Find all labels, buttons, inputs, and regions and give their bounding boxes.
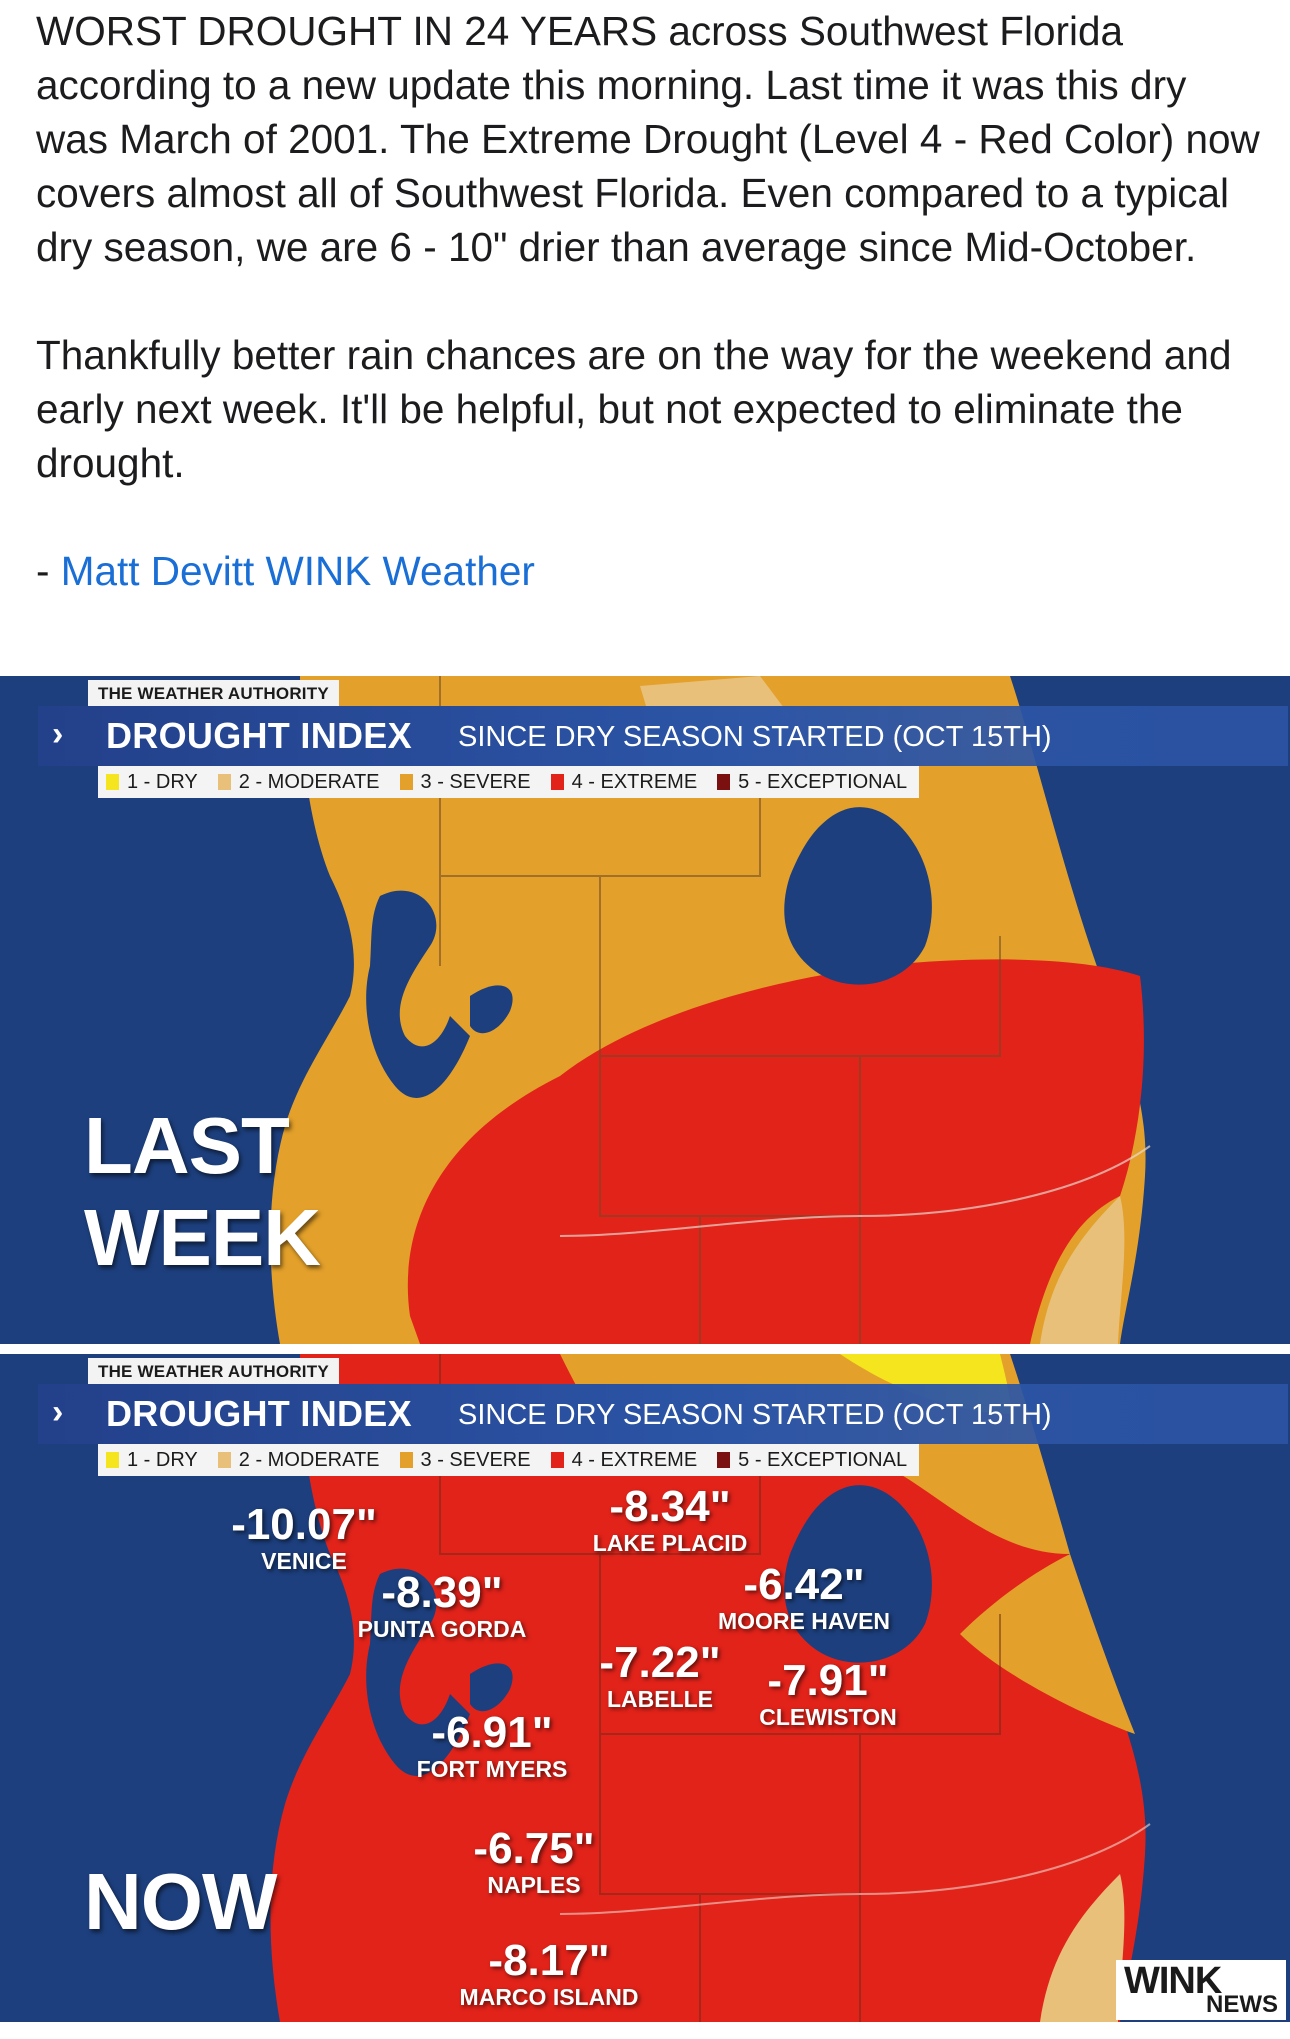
legend-item-exceptional: 5 - EXCEPTIONAL: [717, 771, 907, 794]
last-week-label: LAST WEEK: [84, 1101, 321, 1282]
post-paragraph-1: WORST DROUGHT IN 24 YEARS across Southwe…: [36, 8, 1260, 270]
drought-map-now: THE WEATHER AUTHORITY › DROUGHT INDEX SI…: [0, 1354, 1290, 2022]
drought-index-subtitle: SINCE DRY SEASON STARTED (OCT 15TH): [458, 721, 1052, 753]
legend-item-extreme: 4 - EXTREME: [550, 771, 697, 794]
legend-swatch-extreme: [550, 774, 564, 790]
chevron-right-icon: ›: [52, 1393, 64, 1431]
legend-swatch-extreme: [550, 1452, 564, 1468]
now-label: NOW: [84, 1857, 278, 1946]
legend-item-severe: 3 - SEVERE: [399, 1449, 531, 1472]
post-body: WORST DROUGHT IN 24 YEARS across Southwe…: [36, 4, 1266, 598]
author-link[interactable]: Matt Devitt WINK Weather: [60, 548, 535, 594]
legend-swatch-moderate: [217, 1452, 231, 1468]
legend-item-dry: 1 - DRY: [106, 771, 198, 794]
city-venice: -10.07" VENICE: [231, 1500, 377, 1575]
weather-authority-tag: THE WEATHER AUTHORITY: [88, 680, 339, 708]
post-signature: - Matt Devitt WINK Weather: [36, 544, 1266, 598]
city-naples: -6.75" NAPLES: [473, 1824, 595, 1899]
legend-swatch-dry: [106, 774, 119, 790]
drought-index-title: DROUGHT INDEX: [106, 715, 412, 756]
city-marco-island: -8.17" MARCO ISLAND: [459, 1936, 639, 2011]
legend-item-severe: 3 - SEVERE: [399, 771, 531, 794]
city-clewiston: -7.91" CLEWISTON: [759, 1656, 897, 1731]
drought-legend: 1 - DRY 2 - MODERATE 3 - SEVERE 4 - EXTR…: [98, 1444, 920, 1476]
legend-item-exceptional: 5 - EXCEPTIONAL: [717, 1449, 907, 1472]
legend-swatch-moderate: [217, 774, 231, 790]
legend-item-dry: 1 - DRY: [106, 1449, 198, 1472]
city-moore-haven: -6.42" MOORE HAVEN: [717, 1560, 891, 1635]
map-last-week-graphic: [270, 676, 1290, 1344]
signature-prefix: -: [36, 548, 61, 594]
legend-swatch-dry: [106, 1452, 119, 1468]
city-labelle: -7.22" LABELLE: [599, 1638, 721, 1713]
drought-map-last-week: THE WEATHER AUTHORITY › DROUGHT INDEX SI…: [0, 676, 1290, 1344]
post-paragraph-2: Thankfully better rain chances are on th…: [36, 332, 1232, 486]
drought-index-title: DROUGHT INDEX: [106, 1393, 412, 1434]
legend-swatch-exceptional: [717, 774, 731, 790]
drought-legend: 1 - DRY 2 - MODERATE 3 - SEVERE 4 - EXTR…: [98, 766, 920, 798]
legend-item-moderate: 2 - MODERATE: [217, 1449, 380, 1472]
city-fort-myers: -6.91" FORT MYERS: [416, 1708, 568, 1783]
drought-index-subtitle: SINCE DRY SEASON STARTED (OCT 15TH): [458, 1399, 1052, 1431]
legend-swatch-severe: [399, 1452, 413, 1468]
legend-item-moderate: 2 - MODERATE: [217, 771, 380, 794]
city-punta-gorda: -8.39" PUNTA GORDA: [357, 1568, 527, 1643]
chevron-right-icon: ›: [52, 715, 64, 753]
city-lake-placid: -8.34" LAKE PLACID: [592, 1482, 748, 1557]
legend-swatch-exceptional: [717, 1452, 731, 1468]
drought-index-title-bar: › DROUGHT INDEX SINCE DRY SEASON STARTED…: [38, 706, 1288, 766]
legend-item-extreme: 4 - EXTREME: [550, 1449, 697, 1472]
legend-swatch-severe: [399, 774, 413, 790]
weather-authority-tag: THE WEATHER AUTHORITY: [88, 1358, 339, 1386]
drought-index-title-bar: › DROUGHT INDEX SINCE DRY SEASON STARTED…: [38, 1384, 1288, 1444]
wink-news-logo: WINK NEWS: [1116, 1960, 1286, 2020]
